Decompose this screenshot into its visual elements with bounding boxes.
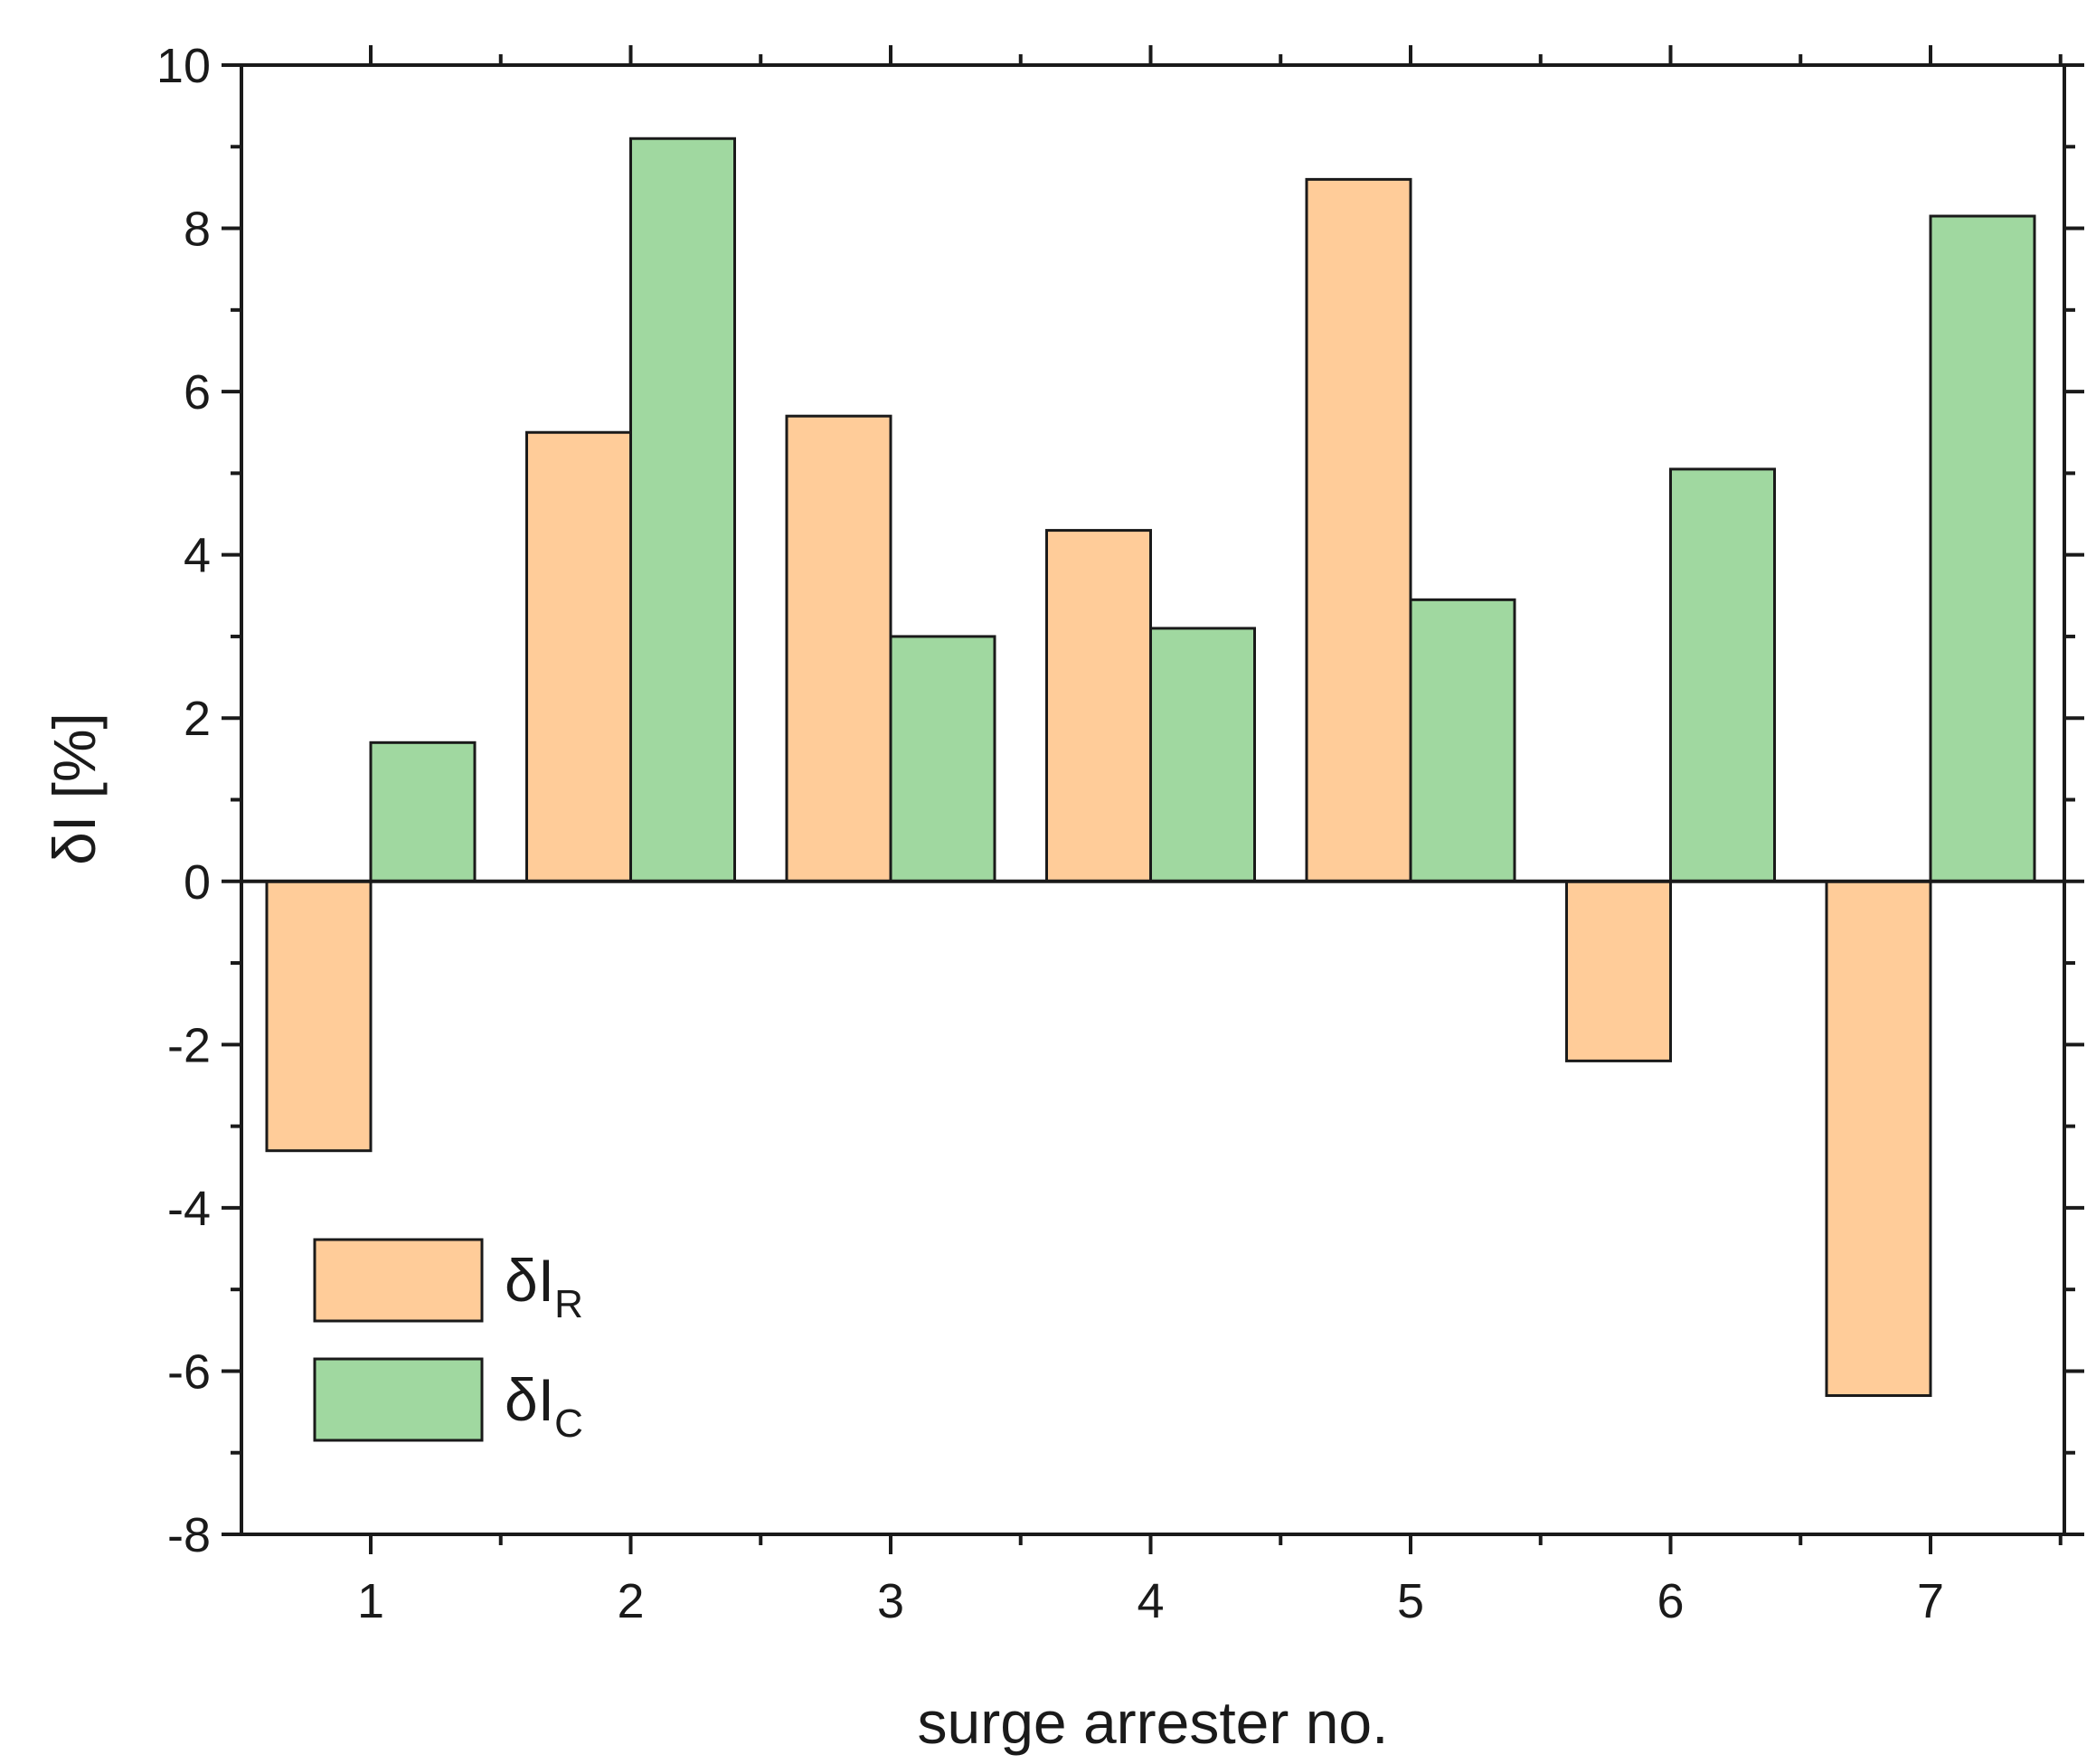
y-tick-label: 0	[184, 855, 211, 910]
bars-layer	[265, 137, 2036, 1398]
legend-label-r: δIR	[505, 1247, 583, 1326]
bar-c-6	[1669, 467, 1776, 883]
x-tick-label: 7	[1917, 1574, 1944, 1628]
x-tick-label: 5	[1397, 1574, 1424, 1628]
bar-c-3	[889, 635, 996, 883]
bar-r-5	[1305, 177, 1412, 883]
y-tick-label: 8	[184, 203, 211, 257]
bar-r-4	[1045, 529, 1152, 883]
legend-label-c: δIC	[505, 1366, 583, 1446]
y-tick-label: 6	[184, 365, 211, 420]
x-tick-label: 1	[357, 1574, 384, 1628]
y-tick-labels: -8 -6 -4 -2 0 2 4 6 8 10	[156, 39, 211, 1562]
y-tick-label: -8	[167, 1508, 211, 1562]
x-axis-label: surge arrester no.	[918, 1689, 1389, 1756]
y-tick-label: -4	[167, 1182, 211, 1236]
y-tick-label: 10	[156, 39, 211, 93]
bar-c-7	[1929, 214, 2036, 883]
legend: δIR δIC	[313, 1238, 583, 1446]
x-tick-label: 2	[617, 1574, 644, 1628]
x-tick-label: 4	[1137, 1574, 1164, 1628]
ticks-layer	[222, 45, 2084, 1554]
legend-swatch-r	[313, 1238, 484, 1323]
legend-swatch-c	[313, 1357, 484, 1442]
bar-r-3	[785, 414, 892, 883]
x-tick-labels: 1 2 3 4 5 6 7	[357, 1574, 1944, 1628]
bar-r-6	[1565, 880, 1672, 1062]
y-tick-label: 4	[184, 529, 211, 583]
bar-c-5	[1409, 598, 1516, 883]
y-tick-label: -2	[167, 1018, 211, 1072]
bar-r-1	[265, 880, 373, 1153]
y-tick-label: 2	[184, 692, 211, 746]
bar-c-2	[629, 137, 736, 883]
x-tick-label: 3	[877, 1574, 904, 1628]
bar-r-7	[1825, 880, 1932, 1398]
bar-c-1	[369, 741, 477, 883]
y-axis-label: δI [%]	[41, 712, 108, 865]
x-tick-label: 6	[1657, 1574, 1684, 1628]
bar-r-2	[525, 430, 632, 883]
bar-c-4	[1149, 627, 1256, 883]
y-tick-label: -6	[167, 1344, 211, 1399]
